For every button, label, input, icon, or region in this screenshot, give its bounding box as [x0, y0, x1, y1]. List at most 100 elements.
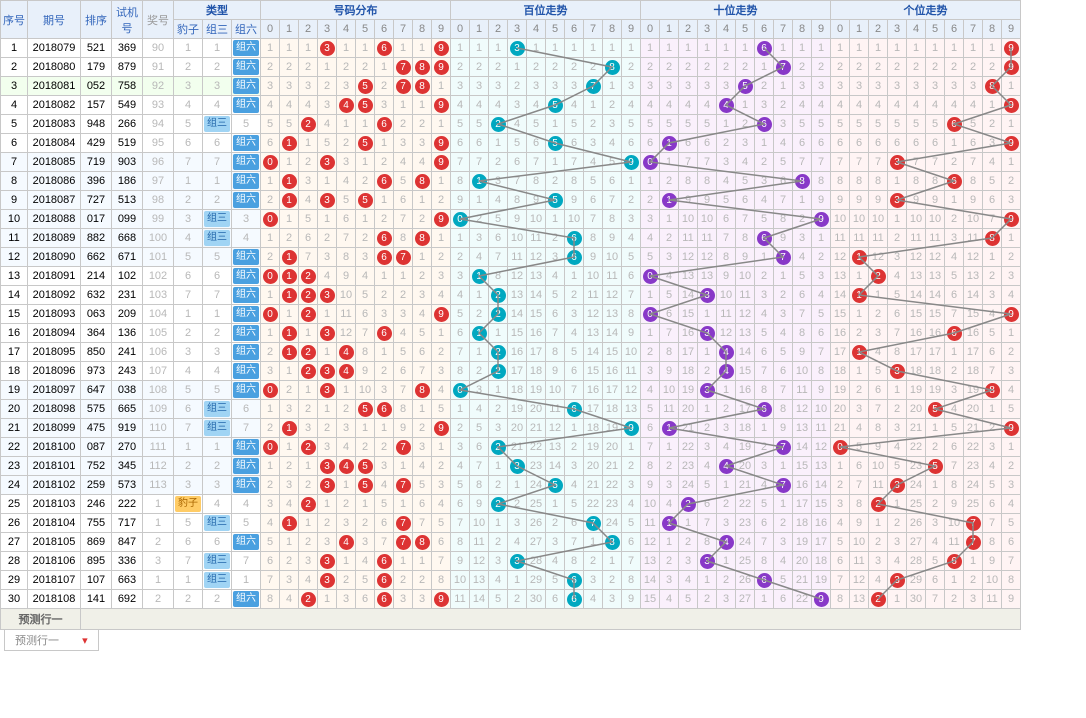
cell-miss: 2 [964, 58, 983, 77]
hdr-seq[interactable]: 序号 [1, 1, 28, 39]
cell-miss: 3 [413, 286, 432, 305]
cell-miss: 19 [603, 419, 622, 438]
cell-miss: 9 [584, 248, 603, 267]
cell-miss: 12 [907, 248, 926, 267]
cell-sj: 573 [112, 476, 143, 495]
cell-miss: 5 [432, 400, 451, 419]
cell-px: 719 [81, 153, 112, 172]
cell-miss: 7 [698, 514, 717, 533]
cell-miss: 3 [945, 381, 964, 400]
cell-type: 组六 [232, 362, 261, 381]
cell-miss: 10 [546, 381, 565, 400]
cell-type: 组六 [232, 77, 261, 96]
cell-miss: 3 [755, 96, 774, 115]
hdr-shi: 十位走势 [641, 1, 831, 20]
cell-miss: 8 [907, 172, 926, 191]
cell-sj: 668 [112, 229, 143, 248]
cell-hit: 7 [774, 248, 793, 267]
cell-miss: 2 [698, 362, 717, 381]
cell-hit: 1 [280, 343, 299, 362]
cell-sj: 919 [112, 419, 143, 438]
cell-seq: 22 [1, 438, 28, 457]
cell-miss: 4 [565, 96, 584, 115]
cell-hit: 5 [356, 134, 375, 153]
cell-type-miss: 7 [232, 552, 261, 571]
cell-miss: 3 [527, 77, 546, 96]
cell-miss: 10 [926, 210, 945, 229]
cell-hit: 1 [850, 248, 869, 267]
cell-miss: 5 [660, 286, 679, 305]
cell-px: 752 [81, 457, 112, 476]
cell-miss: 7 [679, 153, 698, 172]
cell-miss: 22 [964, 438, 983, 457]
cell-miss: 4 [964, 96, 983, 115]
hdr-qi[interactable]: 期号 [28, 1, 81, 39]
cell-miss: 1 [622, 39, 641, 58]
cell-miss: 1 [1002, 324, 1021, 343]
hdr-z3[interactable]: 组三 [203, 20, 232, 39]
hdr-px[interactable]: 排序 [81, 1, 112, 39]
cell-miss: 8 [1002, 571, 1021, 590]
cell-type: 组六 [232, 324, 261, 343]
cell-miss: 7 [337, 229, 356, 248]
cell-miss: 15 [736, 362, 755, 381]
cell-miss: 5 [774, 571, 793, 590]
cell-miss: 9 [660, 362, 679, 381]
cell-miss: 6 [945, 286, 964, 305]
cell-miss: 1 [888, 210, 907, 229]
cell-miss: 2 [565, 286, 584, 305]
hdr-digit: 7 [584, 20, 603, 39]
table-row: 16201809436413610522组六111312764516111516… [1, 324, 1021, 343]
cell-miss: 2 [964, 571, 983, 590]
cell-miss: 13 [964, 267, 983, 286]
cell-sj: 369 [112, 39, 143, 58]
cell-type-miss: 2 [203, 324, 232, 343]
cell-miss: 13 [470, 571, 489, 590]
cell-miss: 1 [964, 39, 983, 58]
cell-miss: 2 [546, 58, 565, 77]
cell-miss: 2 [812, 58, 831, 77]
cell-miss: 5 [356, 286, 375, 305]
cell-miss: 27 [736, 590, 755, 609]
cell-px: 246 [81, 495, 112, 514]
cell-miss: 6 [641, 134, 660, 153]
hdr-sj[interactable]: 试机号 [112, 1, 143, 39]
cell-miss: 7 [413, 514, 432, 533]
cell-miss: 6 [736, 191, 755, 210]
cell-miss: 13 [641, 552, 660, 571]
hdr-bz[interactable]: 豹子 [174, 20, 203, 39]
cell-hit: 1 [660, 134, 679, 153]
cell-miss: 4 [774, 324, 793, 343]
cell-miss: 3 [964, 590, 983, 609]
cell-miss: 7 [527, 153, 546, 172]
cell-seq: 1 [1, 39, 28, 58]
cell-miss: 2 [926, 495, 945, 514]
cell-hit: 7 [394, 514, 413, 533]
cell-jh: 111 [143, 438, 174, 457]
cell-miss: 8 [850, 495, 869, 514]
cell-miss: 3 [812, 77, 831, 96]
cell-miss: 17 [812, 533, 831, 552]
hdr-digit: 5 [356, 20, 375, 39]
cell-miss: 1 [432, 229, 451, 248]
table-row: 1120180898826681004组三4126272688113610112… [1, 229, 1021, 248]
cell-miss: 1 [755, 134, 774, 153]
hdr-digit: 3 [318, 20, 337, 39]
cell-miss: 5 [964, 115, 983, 134]
cell-miss: 2 [565, 58, 584, 77]
cell-miss: 2 [831, 58, 850, 77]
hdr-z6[interactable]: 组六 [232, 20, 261, 39]
cell-miss: 4 [546, 552, 565, 571]
cell-miss: 2 [356, 514, 375, 533]
predict-tab[interactable]: 预测行一 ▾ [4, 630, 99, 651]
cell-miss: 2 [432, 343, 451, 362]
cell-px: 575 [81, 400, 112, 419]
hdr-jh[interactable]: 奖号 [143, 1, 174, 39]
cell-seq: 6 [1, 134, 28, 153]
cell-sj: 717 [112, 514, 143, 533]
cell-miss: 5 [641, 400, 660, 419]
cell-miss: 3 [660, 571, 679, 590]
cell-miss: 3 [850, 400, 869, 419]
cell-miss: 18 [736, 419, 755, 438]
cell-miss: 8 [945, 476, 964, 495]
